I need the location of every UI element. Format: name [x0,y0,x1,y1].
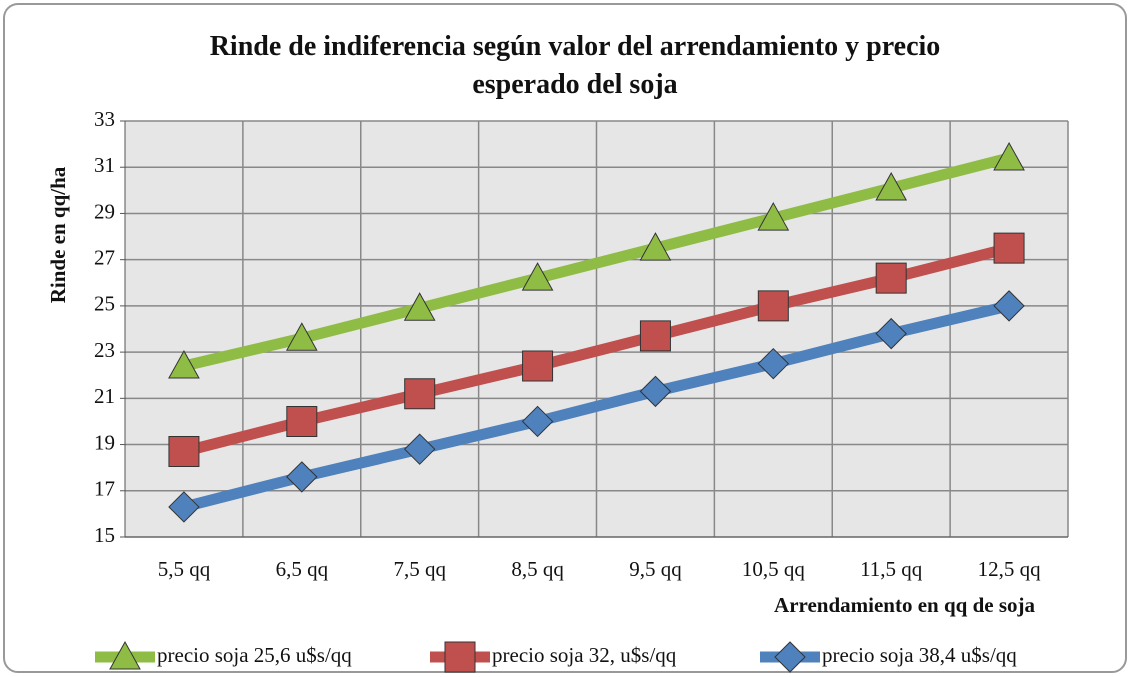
marker [757,347,790,380]
marker [444,641,476,673]
marker [639,375,672,408]
series-line [178,242,1015,457]
x-tick-label: 5,5 qq [158,557,211,581]
marker [757,202,790,231]
marker [522,350,554,382]
y-tick-label: 33 [94,107,115,131]
series-line [178,152,1015,372]
series-line [178,300,1015,513]
y-tick-label: 25 [94,292,115,316]
marker [403,433,436,465]
marker [168,435,200,467]
marker [521,262,554,291]
x-tick-label: 12,5 qq [978,557,1042,581]
marker [774,641,806,673]
legend-label: precio soja 38,4 u$s/qq [822,643,1017,667]
marker [521,405,554,438]
legend-label: precio soja 32, u$s/qq [492,643,677,667]
marker [168,349,200,379]
marker [993,141,1025,171]
marker [875,171,908,201]
x-axis-title: Arrendamiento en qq de soja [774,593,1035,617]
x-tick-label: 8,5 qq [511,557,564,581]
marker [168,491,200,523]
y-tick-label: 19 [94,430,115,454]
marker [639,232,672,261]
y-tick-label: 29 [94,199,115,223]
y-tick-label: 31 [94,153,115,177]
x-tick-label: 7,5 qq [393,557,446,581]
y-tick-label: 27 [94,245,115,269]
marker [285,322,318,351]
x-tick-label: 10,5 qq [742,557,806,581]
x-tick-label: 6,5 qq [276,557,329,581]
marker [286,461,318,493]
marker [109,640,141,670]
y-tick-label: 15 [94,523,115,547]
marker [639,320,671,352]
marker [757,290,789,322]
marker [993,290,1025,322]
marker [875,262,907,294]
y-axis-title: Rinde en qq/ha [46,166,70,303]
marker [993,232,1025,264]
marker [875,317,907,350]
y-tick-label: 21 [94,384,115,408]
marker [286,405,318,437]
marker [403,292,436,321]
marker [404,378,436,410]
x-tick-label: 11,5 qq [860,557,923,581]
chart-title: Rinde de indiferencia según valor del ar… [209,31,941,100]
y-tick-label: 23 [94,338,115,362]
x-tick-label: 9,5 qq [629,557,682,581]
legend-label: precio soja 25,6 u$s/qq [157,643,352,667]
y-tick-label: 17 [94,477,115,501]
